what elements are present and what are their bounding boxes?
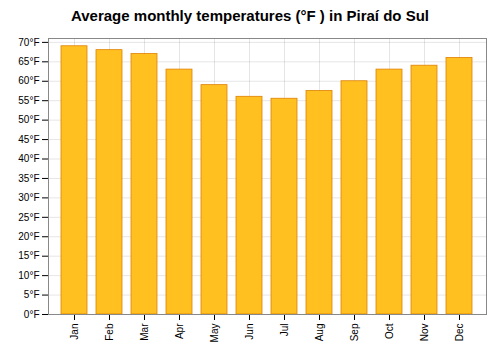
svg-text:Jan: Jan (69, 324, 80, 340)
svg-text:Aug: Aug (314, 324, 325, 342)
svg-text:25°F: 25°F (18, 212, 39, 223)
svg-text:65°F: 65°F (18, 56, 39, 67)
svg-text:0°F: 0°F (24, 309, 40, 320)
svg-text:55°F: 55°F (18, 95, 39, 106)
svg-text:Sep: Sep (349, 323, 360, 341)
svg-text:60°F: 60°F (18, 75, 39, 86)
svg-text:15°F: 15°F (18, 250, 39, 261)
svg-text:5°F: 5°F (24, 289, 40, 300)
html-text:Average monthly temperatures (: Average monthly temperatures (°F ) in Pi… (71, 7, 429, 24)
svg-text:40°F: 40°F (18, 153, 39, 164)
svg-text:Dec: Dec (454, 324, 465, 342)
svg-text:50°F: 50°F (18, 114, 39, 125)
svg-text:Feb: Feb (104, 323, 115, 341)
svg-text:Apr: Apr (174, 323, 185, 339)
svg-text:Nov: Nov (419, 324, 430, 342)
svg-text:20°F: 20°F (18, 231, 39, 242)
svg-text:70°F: 70°F (18, 37, 39, 48)
svg-text:Mar: Mar (139, 323, 150, 341)
svg-text:30°F: 30°F (18, 192, 39, 203)
svg-text:Oct: Oct (384, 323, 395, 339)
svg-text:35°F: 35°F (18, 173, 39, 184)
svg-text:Jul: Jul (279, 324, 290, 337)
svg-text:10°F: 10°F (18, 270, 39, 281)
svg-text:45°F: 45°F (18, 134, 39, 145)
svg-text:May: May (209, 324, 220, 343)
svg-text:Jun: Jun (244, 324, 255, 340)
